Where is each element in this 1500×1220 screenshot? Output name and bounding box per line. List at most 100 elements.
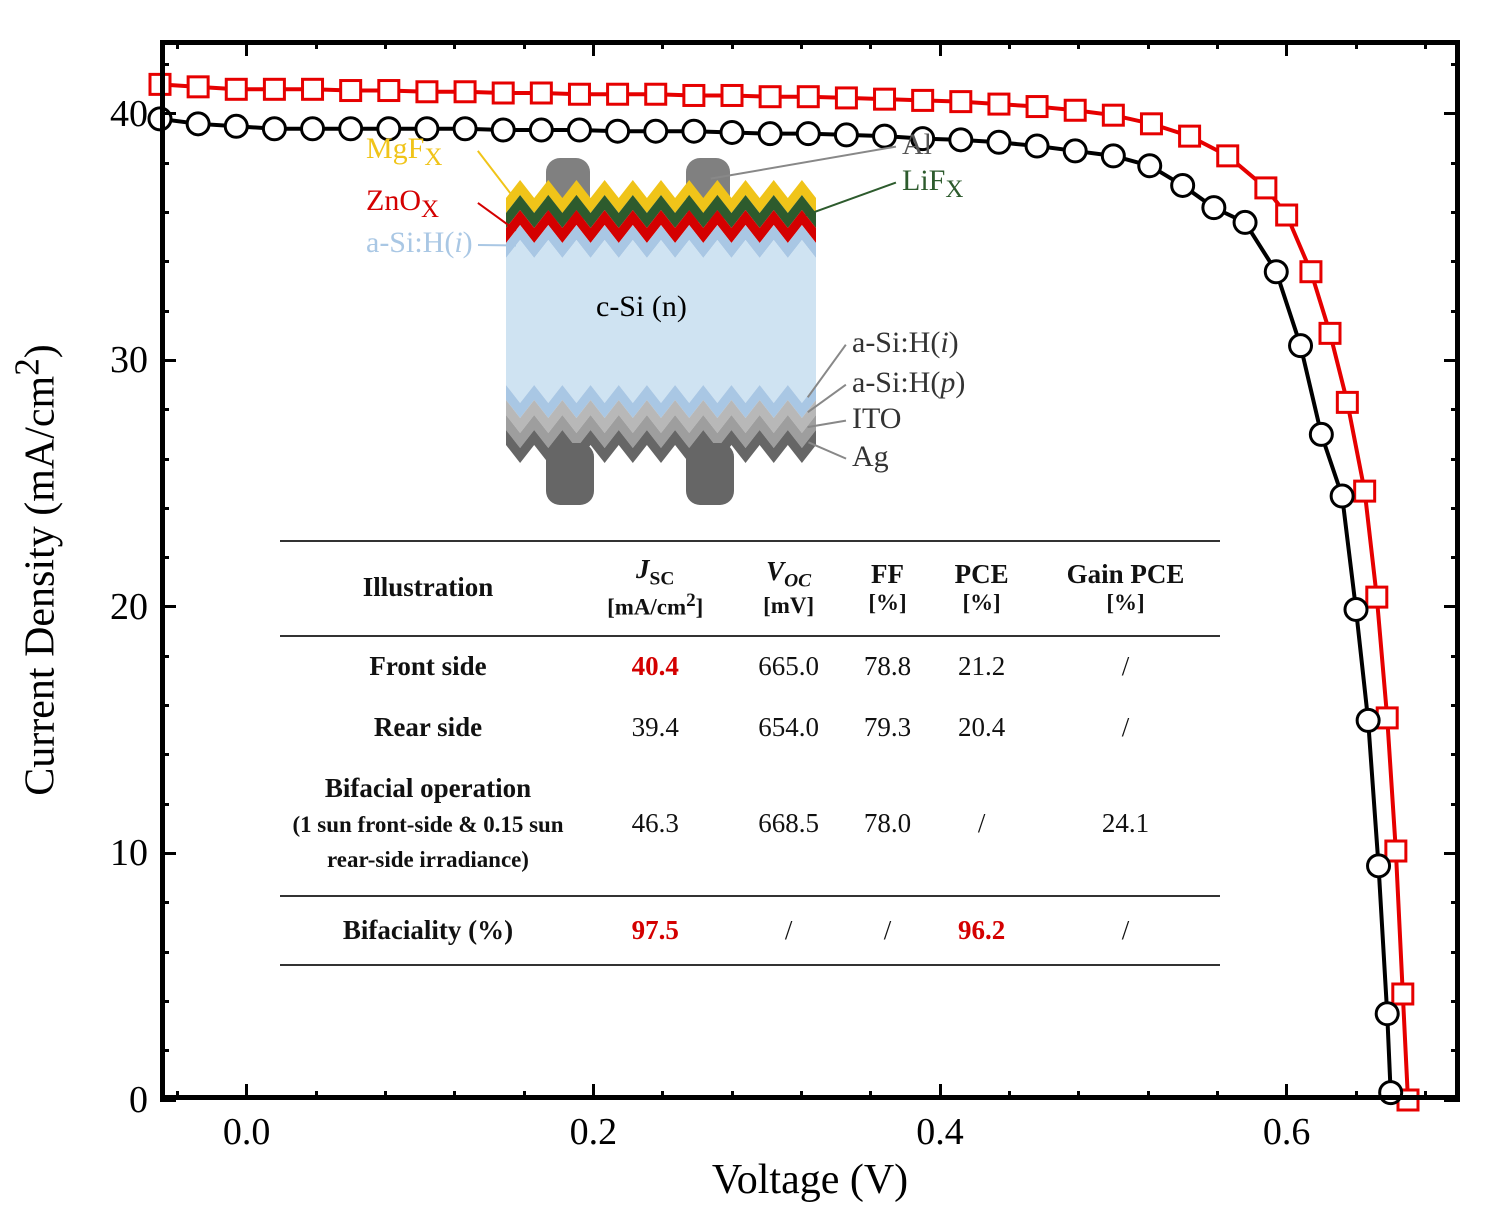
y-tick-label: 20 [98, 585, 148, 629]
schematic-label: a-Si:H(p) [852, 366, 965, 400]
series-marker-rear-side [1026, 135, 1048, 157]
table-row: Rear side39.4654.079.320.4/ [280, 698, 1220, 759]
series-marker-rear-side [1376, 1003, 1398, 1025]
series-marker-front-side [1398, 1090, 1418, 1110]
series-marker-rear-side [1172, 174, 1194, 196]
table-row-bifaciality: Bifaciality (%)97.5//96.2/ [280, 896, 1220, 965]
series-marker-front-side [379, 81, 399, 101]
series-marker-front-side [913, 90, 933, 110]
series-marker-front-side [1355, 481, 1375, 501]
y-tick-label: 40 [98, 92, 148, 136]
y-tick-label: 30 [98, 338, 148, 382]
series-marker-rear-side [759, 123, 781, 145]
x-tick [939, 1084, 942, 1100]
series-marker-rear-side [454, 118, 476, 140]
series-marker-front-side [1180, 126, 1200, 146]
series-marker-front-side [684, 85, 704, 105]
series-marker-front-side [188, 77, 208, 97]
series-marker-front-side [760, 87, 780, 107]
series-marker-rear-side [302, 118, 324, 140]
series-marker-front-side [989, 94, 1009, 114]
series-marker-front-side [303, 79, 323, 99]
series-marker-rear-side [988, 131, 1010, 153]
series-marker-front-side [836, 88, 856, 108]
x-tick-label: 0.4 [916, 1110, 964, 1154]
x-tick [939, 40, 942, 56]
series-marker-rear-side [1139, 155, 1161, 177]
schematic-label: LiFX [902, 164, 963, 204]
series-marker-front-side [1386, 841, 1406, 861]
series-marker-rear-side [1331, 485, 1353, 507]
series-marker-front-side [531, 83, 551, 103]
series-marker-front-side [1320, 323, 1340, 343]
series-marker-front-side [264, 79, 284, 99]
series-marker-front-side [1277, 205, 1297, 225]
y-tick [160, 1099, 176, 1102]
series-marker-front-side [1301, 262, 1321, 282]
y-tick-label: 10 [98, 831, 148, 875]
series-marker-rear-side [1380, 1082, 1402, 1104]
series-marker-front-side [951, 92, 971, 112]
series-marker-front-side [1103, 105, 1123, 125]
series-marker-front-side [1393, 984, 1413, 1004]
series-marker-rear-side [1368, 855, 1390, 877]
schematic-label: a-Si:H(i) [366, 226, 473, 260]
figure-root: Current Density (mA/cm2) Voltage (V) c-S… [0, 0, 1500, 1220]
series-marker-rear-side [645, 120, 667, 142]
table-row: Bifacial operation(1 sun front-side & 0.… [280, 759, 1220, 895]
series-marker-rear-side [568, 119, 590, 141]
series-marker-rear-side [607, 120, 629, 142]
series-marker-rear-side [1234, 211, 1256, 233]
table-header: PCE[%] [932, 541, 1031, 636]
x-tick [245, 1084, 248, 1100]
series-marker-front-side [875, 89, 895, 109]
y-tick [1444, 112, 1460, 115]
schematic-label: Al [902, 128, 932, 162]
series-marker-rear-side [721, 121, 743, 143]
series-marker-rear-side [835, 124, 857, 146]
series-marker-rear-side [1203, 197, 1225, 219]
y-tick [160, 112, 176, 115]
table-header: Gain PCE[%] [1031, 541, 1220, 636]
table-header: VOC[mV] [734, 541, 842, 636]
series-marker-rear-side [263, 118, 285, 140]
series-marker-rear-side [683, 120, 705, 142]
series-marker-front-side [646, 84, 666, 104]
series-marker-front-side [1256, 178, 1276, 198]
y-tick [160, 359, 176, 362]
series-marker-front-side [455, 82, 475, 102]
series-marker-rear-side [530, 119, 552, 141]
x-tick [1285, 40, 1288, 56]
schematic-label: ZnOX [366, 184, 439, 224]
x-tick [592, 40, 595, 56]
series-marker-rear-side [1345, 598, 1367, 620]
x-tick [245, 40, 248, 56]
table-header: FF[%] [843, 541, 932, 636]
x-tick [592, 1084, 595, 1100]
y-axis-label: Current Density (mA/cm2) [8, 344, 65, 795]
table-header: JSC[mA/cm2] [576, 541, 734, 636]
series-marker-rear-side [1290, 335, 1312, 357]
x-tick-label: 0.2 [570, 1110, 618, 1154]
device-schematic: c-Si (n) [506, 170, 816, 530]
series-marker-rear-side [1102, 145, 1124, 167]
x-axis-label: Voltage (V) [712, 1156, 908, 1204]
series-marker-front-side [608, 84, 628, 104]
series-marker-front-side [722, 85, 742, 105]
y-tick [160, 605, 176, 608]
y-tick [160, 852, 176, 855]
series-marker-rear-side [797, 123, 819, 145]
schematic-label: MgFX [366, 132, 442, 172]
series-marker-front-side [569, 84, 589, 104]
series-marker-front-side [1141, 114, 1161, 134]
series-marker-front-side [417, 82, 437, 102]
series-marker-front-side [1065, 100, 1085, 120]
series-marker-front-side [798, 87, 818, 107]
series-marker-rear-side [1064, 140, 1086, 162]
series-marker-front-side [341, 81, 361, 101]
series-marker-front-side [1337, 392, 1357, 412]
schematic-label: ITO [852, 402, 901, 436]
series-marker-rear-side [874, 125, 896, 147]
series-marker-front-side [150, 74, 170, 94]
schematic-label: a-Si:H(i) [852, 326, 959, 360]
